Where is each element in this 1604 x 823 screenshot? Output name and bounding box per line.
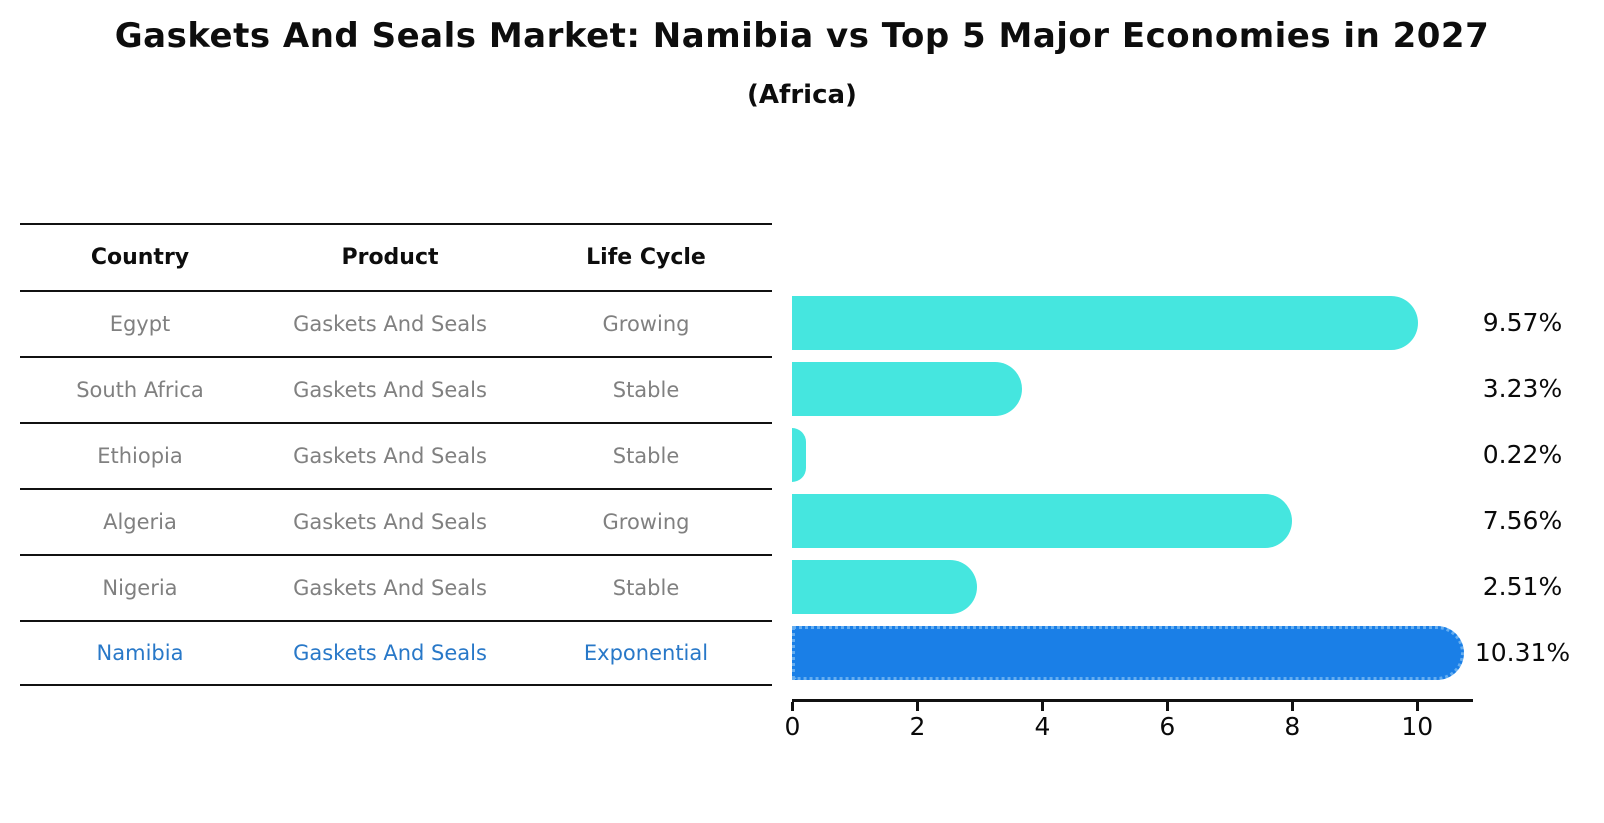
- x-axis-tick-label: 6: [1159, 712, 1176, 741]
- column-header-product: Product: [341, 245, 439, 270]
- bar-south-africa: [792, 362, 1022, 416]
- x-axis-tick: 4: [1034, 702, 1050, 741]
- bar-ethiopia: [792, 428, 806, 482]
- cell-country: Namibia: [96, 641, 184, 665]
- bar-plot-area: [792, 290, 1492, 686]
- cell-country: South Africa: [76, 378, 204, 402]
- table-row: Algeria Gaskets And Seals Growing: [20, 488, 772, 554]
- bar-row: [792, 488, 1492, 554]
- cell-product: Gaskets And Seals: [293, 641, 487, 665]
- column-header-life-cycle: Life Cycle: [586, 245, 706, 270]
- x-axis-tick: 6: [1159, 702, 1175, 741]
- x-axis-tick-label: 4: [1034, 712, 1051, 741]
- cell-life-cycle: Stable: [612, 378, 680, 402]
- cell-country: Ethiopia: [97, 444, 183, 468]
- value-label-namibia: 10.31%: [1474, 638, 1571, 667]
- cell-life-cycle: Growing: [602, 510, 690, 534]
- table-row: South Africa Gaskets And Seals Stable: [20, 356, 772, 422]
- bar-row: [792, 290, 1492, 356]
- country-table: Country Product Life Cycle Egypt Gaskets…: [20, 223, 772, 686]
- chart-title: Gaskets And Seals Market: Namibia vs Top…: [114, 16, 1490, 56]
- column-header-country: Country: [90, 245, 190, 270]
- table-row: Ethiopia Gaskets And Seals Stable: [20, 422, 772, 488]
- cell-life-cycle: Exponential: [583, 641, 709, 665]
- cell-country: Nigeria: [102, 576, 178, 600]
- cell-product: Gaskets And Seals: [293, 510, 487, 534]
- cell-product: Gaskets And Seals: [293, 312, 487, 336]
- x-axis-tick: 8: [1284, 702, 1300, 741]
- bar-namibia: [792, 626, 1465, 680]
- chart-subtitle: (Africa): [747, 80, 857, 110]
- x-axis-tick-label: 8: [1284, 712, 1301, 741]
- value-label-ethiopia: 0.22%: [1482, 440, 1563, 469]
- table-row: Nigeria Gaskets And Seals Stable: [20, 554, 772, 620]
- value-label-south-africa: 3.23%: [1482, 374, 1563, 403]
- bar-row: [792, 554, 1492, 620]
- cell-product: Gaskets And Seals: [293, 378, 487, 402]
- table-header-row: Country Product Life Cycle: [20, 223, 772, 290]
- x-axis-tick-label: 10: [1401, 712, 1434, 741]
- table-row-namibia: Namibia Gaskets And Seals Exponential: [20, 620, 772, 686]
- bar-row: [792, 422, 1492, 488]
- x-axis-ticks: 0 2 4 6 8 10: [785, 702, 1473, 762]
- cell-country: Algeria: [103, 510, 177, 534]
- value-label-egypt: 9.57%: [1482, 308, 1563, 337]
- x-axis-line: [792, 699, 1473, 702]
- bar-egypt: [792, 296, 1418, 350]
- value-label-nigeria: 2.51%: [1482, 572, 1563, 601]
- bar-row: [792, 620, 1492, 686]
- bar-nigeria: [792, 560, 977, 614]
- bar-row: [792, 356, 1492, 422]
- bar-algeria: [792, 494, 1293, 548]
- value-label-algeria: 7.56%: [1482, 506, 1563, 535]
- table-row: Egypt Gaskets And Seals Growing: [20, 290, 772, 356]
- x-axis-tick-label: 0: [784, 712, 801, 741]
- x-axis-tick-label: 2: [909, 712, 926, 741]
- cell-product: Gaskets And Seals: [293, 576, 487, 600]
- cell-life-cycle: Stable: [612, 576, 680, 600]
- cell-country: Egypt: [109, 312, 171, 336]
- cell-product: Gaskets And Seals: [293, 444, 487, 468]
- x-axis-tick: 0: [785, 702, 800, 741]
- x-axis-tick: 2: [910, 702, 925, 741]
- value-label-column: 9.57% 3.23% 0.22% 7.56% 2.51% 10.31%: [1455, 290, 1590, 686]
- cell-life-cycle: Stable: [612, 444, 680, 468]
- cell-life-cycle: Growing: [602, 312, 690, 336]
- x-axis-tick: 10: [1401, 702, 1433, 741]
